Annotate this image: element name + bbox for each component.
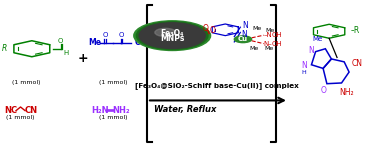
Text: O: O	[210, 26, 215, 35]
Text: Water, Reflux: Water, Reflux	[154, 105, 217, 114]
Text: Me: Me	[88, 38, 101, 47]
Text: N: N	[308, 46, 314, 55]
Text: H: H	[301, 70, 306, 75]
Text: (1 mmol): (1 mmol)	[12, 80, 41, 85]
Text: N: N	[242, 30, 247, 39]
Text: N: N	[302, 61, 307, 70]
Text: OEt: OEt	[135, 38, 150, 47]
Text: (1 mmol): (1 mmol)	[99, 115, 127, 120]
Text: –N: –N	[263, 32, 273, 38]
Text: (1 mmol): (1 mmol)	[99, 80, 127, 85]
Text: OH: OH	[271, 41, 282, 47]
Text: N–: N–	[263, 41, 273, 47]
Text: O: O	[202, 24, 208, 33]
Text: CN: CN	[352, 59, 363, 67]
Text: R: R	[2, 44, 7, 53]
Circle shape	[139, 23, 205, 49]
Circle shape	[155, 28, 176, 37]
Text: +: +	[78, 52, 88, 65]
Text: Me: Me	[264, 46, 273, 51]
Text: [Fe₃O₄@SiO₂-Schiff base-Cu(II)] complex: [Fe₃O₄@SiO₂-Schiff base-Cu(II)] complex	[135, 82, 299, 89]
Text: Me: Me	[265, 28, 275, 33]
Circle shape	[134, 21, 211, 50]
Text: H₂N: H₂N	[91, 106, 108, 115]
Text: N: N	[242, 21, 248, 30]
Text: Cu: Cu	[238, 36, 248, 42]
Circle shape	[234, 36, 252, 43]
Text: MNPs: MNPs	[160, 34, 184, 43]
Circle shape	[136, 22, 208, 50]
Text: O: O	[321, 86, 327, 95]
Text: Me: Me	[312, 36, 322, 42]
Text: –R: –R	[351, 26, 360, 35]
Text: Me: Me	[253, 26, 262, 31]
Text: NC: NC	[4, 106, 17, 115]
Text: H: H	[64, 50, 69, 56]
Text: NH₂: NH₂	[339, 88, 354, 97]
Text: Me: Me	[249, 46, 259, 51]
Text: O: O	[58, 38, 64, 44]
Text: CN: CN	[24, 106, 37, 115]
Text: OH: OH	[271, 32, 282, 38]
Text: O: O	[119, 32, 124, 38]
Text: O: O	[102, 32, 108, 38]
Text: (1 mmol): (1 mmol)	[6, 115, 35, 120]
Text: NH₂: NH₂	[112, 106, 129, 115]
Text: Fe₃O₄: Fe₃O₄	[160, 29, 184, 38]
